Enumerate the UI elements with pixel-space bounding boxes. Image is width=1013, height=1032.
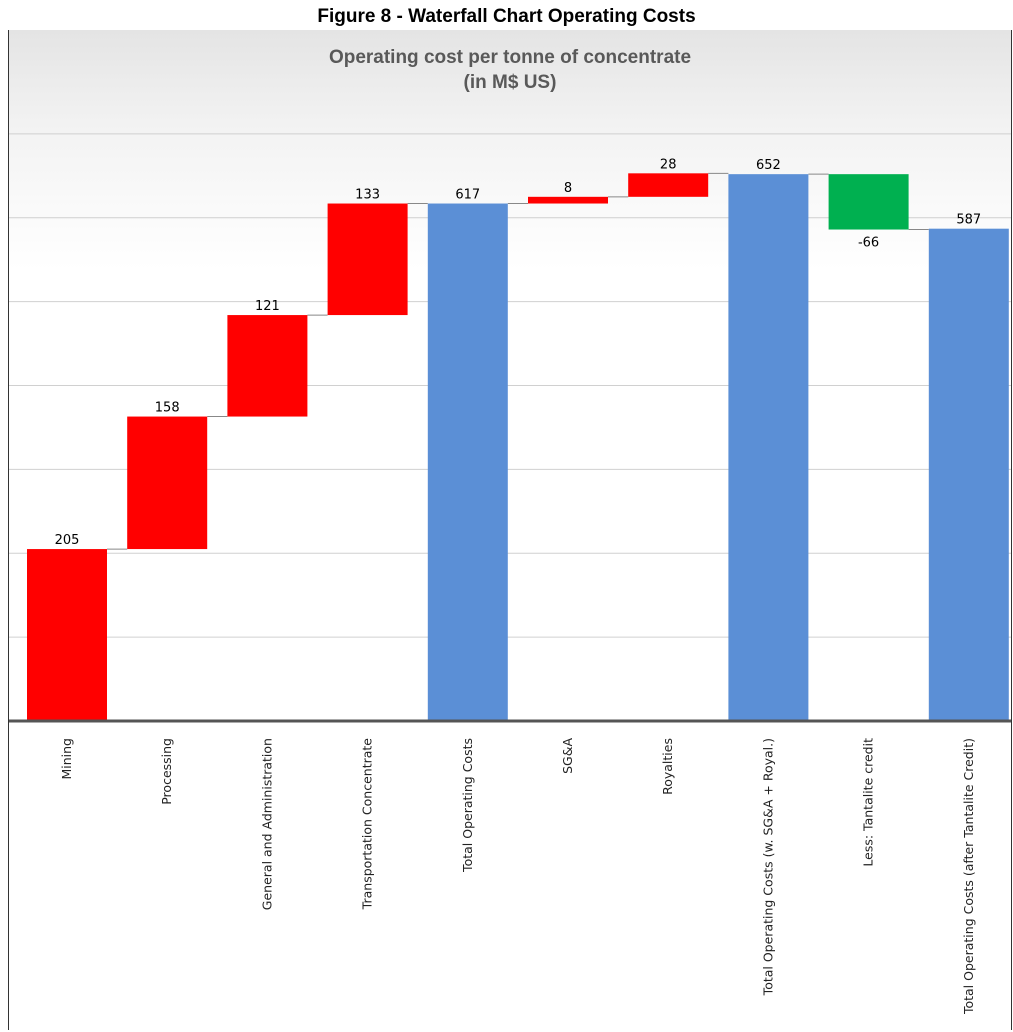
tick-label-0: Mining <box>59 738 74 780</box>
category-tick-labels: Mining Processing General and Administrati… <box>59 738 976 1015</box>
data-label-3: 133 <box>355 188 380 203</box>
bar-7 <box>728 174 809 721</box>
data-label-4: 617 <box>455 188 480 203</box>
chart-area: 205 158 121 133 617 8 28 652 -66 587 Mining Proces… <box>8 30 1012 1030</box>
data-label-6: 28 <box>660 157 677 172</box>
bar-8 <box>828 174 909 230</box>
bar-3 <box>327 203 408 316</box>
data-label-0: 205 <box>55 533 80 548</box>
bar-5 <box>528 196 608 204</box>
tick-label-2: General and Administration <box>259 738 274 910</box>
data-label-7: 652 <box>756 158 781 173</box>
data-label-5: 8 <box>564 181 572 196</box>
connector-lines <box>107 172 929 550</box>
tick-label-7: Total Operating Costs (w. SG&A + Royal.) <box>760 738 775 996</box>
tick-label-6: Royalties <box>660 738 675 795</box>
bars <box>27 173 1009 721</box>
chart-title-line-2: (in M$ US) <box>464 72 557 93</box>
bar-0 <box>27 549 107 721</box>
bar-4 <box>427 203 508 721</box>
tick-label-1: Processing <box>159 738 174 805</box>
chart-title-line-1: Operating cost per tonne of concentrate <box>329 47 691 68</box>
tick-label-4: Total Operating Costs <box>460 738 475 873</box>
bar-9 <box>928 228 1009 721</box>
bar-1 <box>127 416 208 550</box>
data-labels: 205 158 121 133 617 8 28 652 -66 587 <box>55 157 982 548</box>
tick-label-3: Transportation Concentrate <box>360 738 375 911</box>
bar-6 <box>628 173 709 197</box>
tick-label-9: Total Operating Costs (after Tantalite C… <box>961 738 976 1015</box>
waterfall-chart: 205 158 121 133 617 8 28 652 -66 587 Mining Proces… <box>9 47 1011 1015</box>
figure-caption: Figure 8 - Waterfall Chart Operating Cos… <box>317 6 696 27</box>
data-label-1: 158 <box>155 401 180 416</box>
data-label-9: 587 <box>956 213 981 228</box>
data-label-2: 121 <box>255 299 280 314</box>
tick-label-5: SG&A <box>560 738 575 774</box>
bar-2 <box>227 315 308 417</box>
tick-label-8: Less: Tantalite credit <box>861 738 876 867</box>
data-label-8: -66 <box>858 236 879 251</box>
